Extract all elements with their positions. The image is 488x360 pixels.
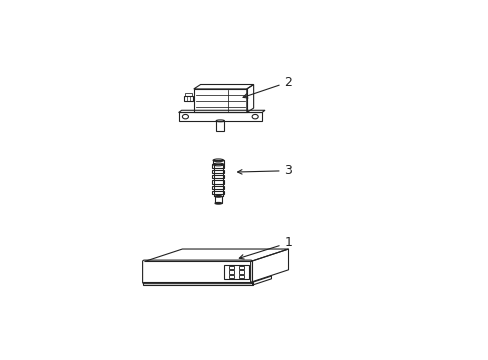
Bar (229, 275, 233, 278)
Bar (213, 160, 223, 165)
Text: 1: 1 (239, 236, 292, 259)
Bar (215, 196, 222, 203)
Bar (183, 96, 193, 101)
Text: 2: 2 (243, 76, 292, 98)
Bar (239, 266, 243, 269)
Bar (239, 275, 243, 278)
Bar (229, 270, 233, 274)
Bar (224, 265, 248, 279)
Bar (212, 186, 224, 189)
Bar (178, 112, 262, 121)
Bar (239, 270, 243, 274)
Bar (212, 165, 224, 168)
Bar (212, 191, 224, 194)
Bar (229, 266, 233, 269)
Bar (216, 121, 224, 131)
Bar (193, 89, 246, 112)
Bar (212, 175, 224, 178)
Bar (142, 282, 252, 285)
Text: 3: 3 (237, 164, 292, 177)
Bar (184, 93, 191, 96)
Bar (212, 180, 224, 184)
Bar (212, 170, 224, 173)
